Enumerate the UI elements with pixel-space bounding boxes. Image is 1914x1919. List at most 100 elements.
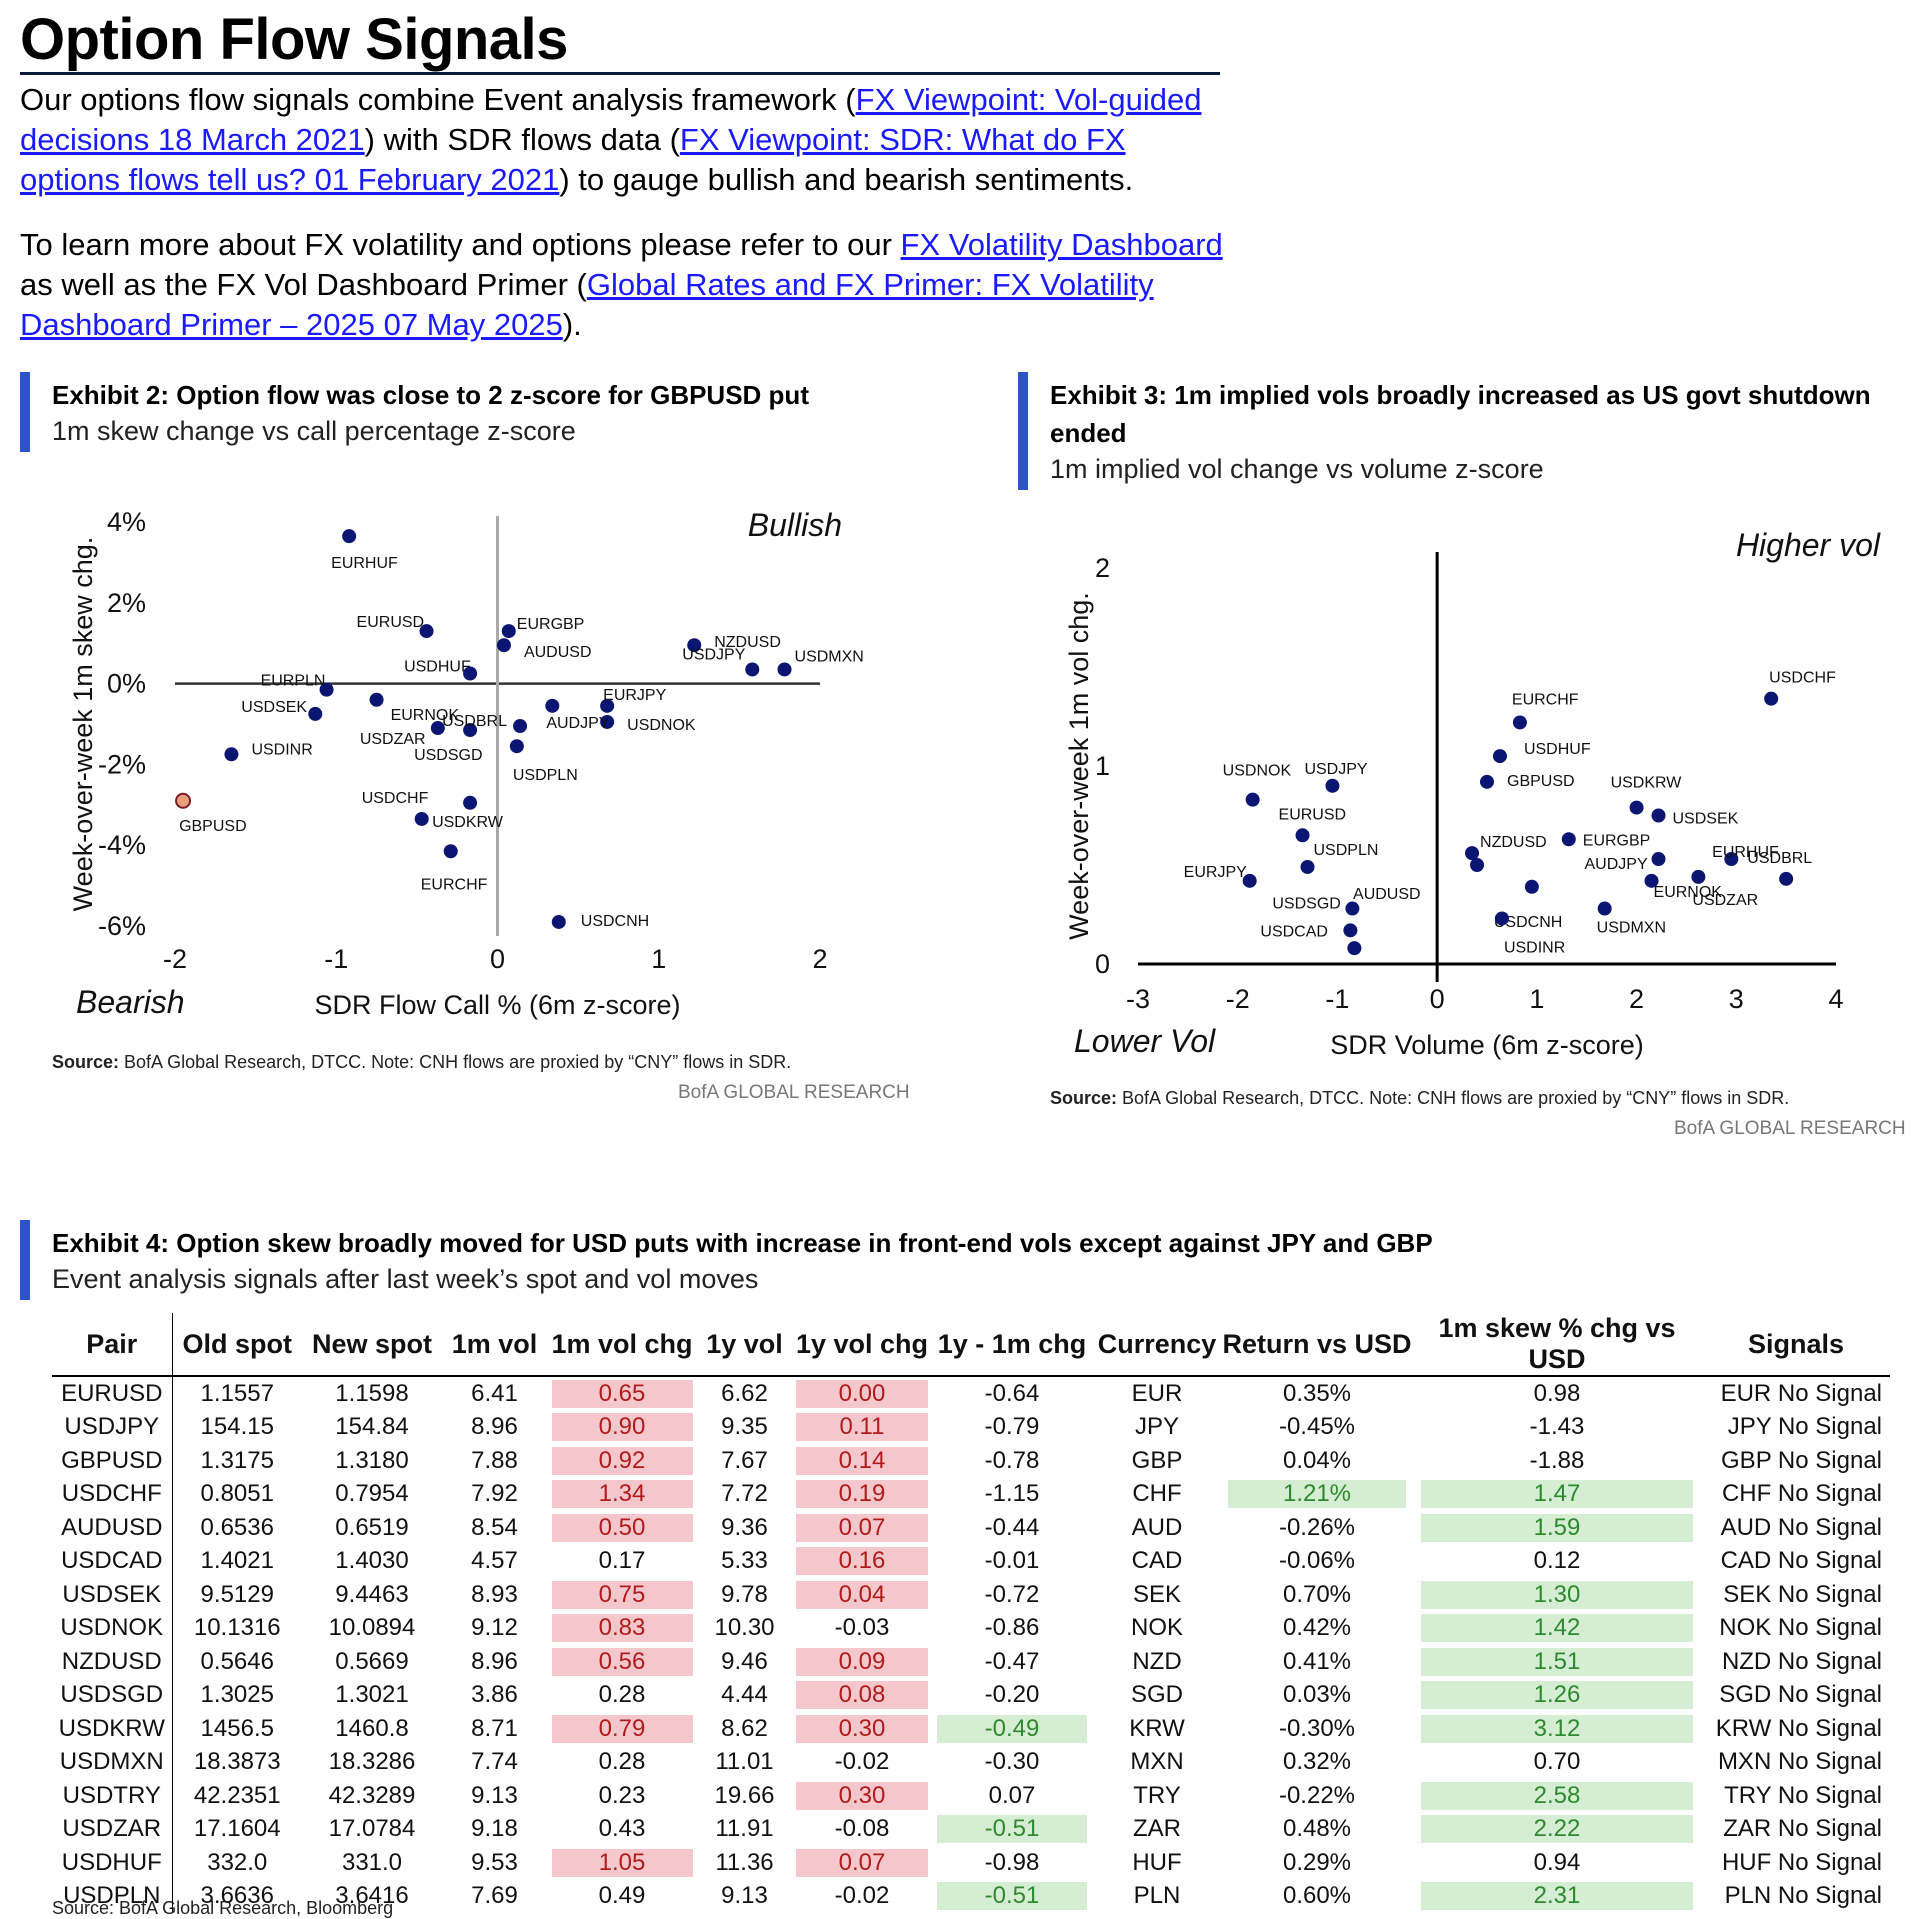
intro-text: To learn more about FX volatility and op… <box>20 227 901 262</box>
table-cell: 9.53 <box>471 1848 518 1876</box>
table-cell: 0.60% <box>1282 1882 1352 1910</box>
table-row: USDJPY 154.15 154.84 8.96 0.90 9.35 0.11 -0.79 J… <box>52 1410 1890 1444</box>
data-point <box>463 795 478 810</box>
data-point <box>1724 852 1739 867</box>
highlighted-value: 2.58 <box>1420 1781 1694 1810</box>
intro-text: Our options flow signals combine Event a… <box>20 82 856 117</box>
table-cell: 8.96 <box>471 1413 518 1441</box>
data-point <box>1242 873 1257 888</box>
data-point <box>1512 715 1527 730</box>
data-point <box>1492 749 1507 764</box>
highlighted-value: 1.30 <box>1420 1580 1694 1609</box>
table-cell: 0.17 <box>598 1547 646 1575</box>
data-point <box>600 698 615 713</box>
table-row: USDPLN 3.6636 3.6416 7.69 0.49 9.13 -0.02 -0.51… <box>52 1879 1890 1914</box>
y-tick-label: 2 <box>1095 553 1110 583</box>
annotation-top-right: Bullish <box>748 507 842 543</box>
data-label: USDJPY <box>1304 761 1367 778</box>
data-point <box>1300 859 1315 874</box>
x-tick-label: 2 <box>812 944 827 974</box>
table-row: USDSGD 1.3025 1.3021 3.86 0.28 4.44 0.08 -0.20 S… <box>52 1678 1890 1713</box>
table-cell: 17.1604 <box>171 1812 302 1846</box>
x-tick-label: 1 <box>651 944 666 974</box>
highlighted-value: 0.65 <box>551 1379 693 1408</box>
table-cell: 0.94 <box>1533 1848 1581 1876</box>
data-point <box>430 721 445 736</box>
table-cell: 10.0894 <box>328 1614 416 1642</box>
table-cell: 0.32% <box>1282 1748 1352 1776</box>
x-axis-label: SDR Flow Call % (6m z-score) <box>314 990 680 1020</box>
table-cell: 0.00 <box>792 1376 932 1411</box>
table-cell: 0.07 <box>792 1511 932 1545</box>
data-label: USDHUF <box>404 659 471 676</box>
table-cell: 5.33 <box>721 1547 768 1575</box>
y-tick-label: 2% <box>107 588 146 618</box>
table-cell: 0.8051 <box>171 1477 302 1511</box>
table-cell: -0.72 <box>984 1580 1040 1608</box>
table-cell: 7.88 <box>471 1446 518 1474</box>
table-cell: 1.1598 <box>335 1379 409 1407</box>
table-cell: 0.56 <box>547 1645 697 1679</box>
data-point <box>1245 792 1260 807</box>
table-header-cell: 1y vol chg <box>792 1313 932 1377</box>
table-cell: TRY No Signal <box>1724 1781 1882 1809</box>
table-cell: 2.31 <box>1412 1880 1702 1914</box>
source-label: Source: <box>52 1052 120 1072</box>
exhibit-4-source: Source: BofA Global Research, Bloomberg <box>52 1898 394 1918</box>
table-cell: CAD No Signal <box>1720 1547 1882 1575</box>
data-point <box>600 714 615 729</box>
table-cell: KRW No Signal <box>1715 1714 1882 1742</box>
annotation-bottom-left: Bearish <box>76 984 185 1020</box>
data-label: USDMXN <box>1597 920 1666 937</box>
highlighted-value: 3.12 <box>1420 1714 1694 1743</box>
data-label: USDKRW <box>432 814 504 831</box>
table-header-cell: 1y vol <box>697 1313 792 1377</box>
highlighted-value: 0.75 <box>551 1580 693 1609</box>
link-vol-guided-decisions[interactable]: FX Viewpoint: Vol-guided decisions 18 Ma… <box>20 82 1202 157</box>
table-cell: 0.92 <box>547 1444 697 1478</box>
table-cell: -0.79 <box>984 1413 1040 1441</box>
data-point <box>1779 871 1794 886</box>
data-label: USDCNH <box>1494 914 1562 931</box>
data-point <box>1764 691 1779 706</box>
link-sdr-options-flows[interactable]: FX Viewpoint: SDR: What do FX options fl… <box>20 122 1126 197</box>
highlighted-value: -0.49 <box>936 1714 1088 1743</box>
table-cell: 0.7954 <box>335 1480 409 1508</box>
table-cell: 0.70% <box>1282 1580 1352 1608</box>
table-cell: SEK <box>1132 1580 1182 1608</box>
link-fx-vol-primer[interactable]: Global Rates and FX Primer: FX Volatilit… <box>20 267 1154 342</box>
table-row: USDCAD 1.4021 1.4030 4.57 0.17 5.33 0.16 -0.01 C… <box>52 1544 1890 1579</box>
table-row: USDNOK 10.1316 10.0894 9.12 0.83 10.30 -0.03 -0… <box>52 1611 1890 1645</box>
table-cell: 8.96 <box>471 1647 518 1675</box>
x-tick-label: 1 <box>1529 984 1544 1014</box>
data-point <box>496 638 511 653</box>
exhibit-3-chart: -3 -2 -1 0 1 2 3 4 2 1 0 SDR Volume (6m z-score) Wee… <box>1018 520 1898 1060</box>
link-fx-volatility-dashboard[interactable]: FX Volatility Dashboard <box>900 227 1223 262</box>
table-cell: 1.3175 <box>171 1444 302 1478</box>
highlighted-value: 0.07 <box>796 1848 928 1877</box>
y-tick-label: -4% <box>98 830 146 860</box>
highlighted-value: 0.92 <box>551 1446 693 1475</box>
data-label: EURUSD <box>357 614 425 631</box>
table-cell: 9.4463 <box>335 1580 409 1608</box>
table-cell: 154.15 <box>171 1410 302 1444</box>
data-point <box>1629 800 1644 815</box>
data-label: USDMXN <box>795 648 864 665</box>
table-cell: 0.16 <box>792 1545 932 1579</box>
table-cell: EURUSD <box>61 1379 163 1407</box>
y-tick-label: -6% <box>98 911 146 941</box>
data-label: USDPLN <box>1314 842 1379 859</box>
data-label: EURGBP <box>1583 832 1651 849</box>
source-label: Source: <box>1050 1088 1118 1108</box>
data-point <box>1524 879 1539 894</box>
page-title: Option Flow Signals <box>20 7 568 72</box>
data-label: USDSGD <box>1272 896 1340 913</box>
chart-1-svg: -2 -1 0 1 2 4% 2% 0% -2% -4% -6% SDR Flow Call % (6… <box>68 507 864 1020</box>
exhibit-accent-bar <box>20 1220 30 1300</box>
intro-text: as well as the FX Vol Dashboard Primer ( <box>20 267 587 302</box>
table-header-cell: 1y - 1m chg <box>932 1313 1092 1377</box>
table-cell: -0.49 <box>932 1712 1092 1746</box>
data-label: EURCHF <box>421 876 488 893</box>
table-cell: 0.08 <box>792 1679 932 1713</box>
highlighted-value: 1.59 <box>1420 1513 1694 1542</box>
